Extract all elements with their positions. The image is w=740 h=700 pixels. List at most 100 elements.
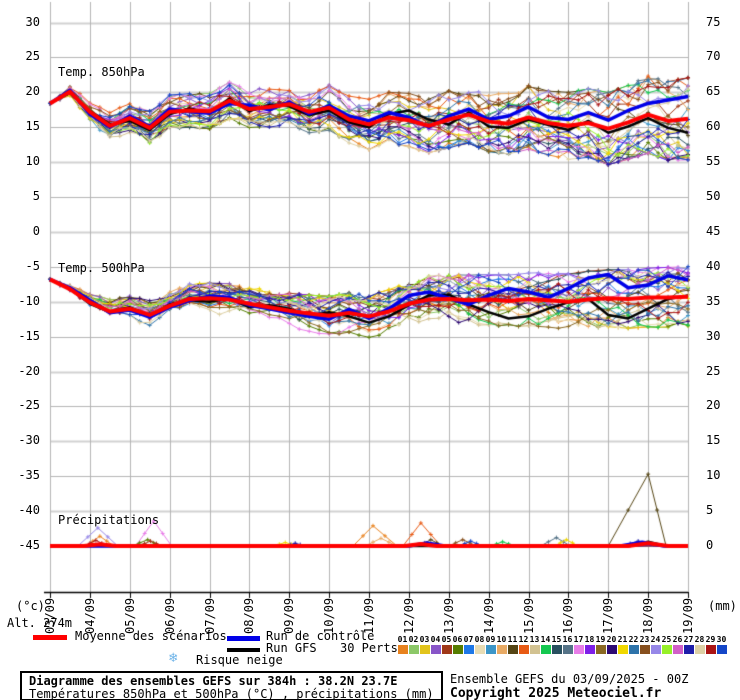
pert-legend-item: 03 xyxy=(419,635,430,654)
pert-legend-item: 25 xyxy=(661,635,672,654)
pert-number: 22 xyxy=(628,635,639,644)
pert-number: 14 xyxy=(540,635,551,644)
y-tick-right: 60 xyxy=(706,119,721,134)
pert-color-swatch xyxy=(661,645,672,654)
pert-legend-item: 19 xyxy=(595,635,606,654)
legend-swatch-control xyxy=(227,636,260,641)
pert-legend-item: 29 xyxy=(705,635,716,654)
legend-swatch-mean xyxy=(33,635,67,640)
y-tick-left: -30 xyxy=(18,433,40,448)
legend-label-gfs: Run GFS xyxy=(266,641,317,655)
pert-legend-item: 08 xyxy=(474,635,485,654)
pert-number: 30 xyxy=(716,635,727,644)
pert-number: 28 xyxy=(694,635,705,644)
pert-number: 08 xyxy=(474,635,485,644)
pert-color-swatch xyxy=(408,645,419,654)
pert-color-swatch xyxy=(617,645,628,654)
y-tick-left: 0 xyxy=(32,223,40,238)
y-tick-right: 10 xyxy=(706,468,721,483)
pert-color-swatch xyxy=(606,645,617,654)
pert-color-swatch xyxy=(463,645,474,654)
pert-number: 18 xyxy=(584,635,595,644)
panel-label-precip: Précipitations xyxy=(58,513,160,527)
panel-label-temp850: Temp. 850hPa xyxy=(58,65,145,79)
pert-legend-item: 06 xyxy=(452,635,463,654)
y-tick-left: -10 xyxy=(18,293,40,308)
y-tick-left: 5 xyxy=(32,189,40,203)
y-tick-left: -20 xyxy=(18,363,40,378)
pert-color-swatch xyxy=(705,645,716,654)
pert-number: 06 xyxy=(452,635,463,644)
pert-color-swatch xyxy=(584,645,595,654)
y-tick-right: 65 xyxy=(706,84,721,99)
pert-legend-item: 27 xyxy=(683,635,694,654)
pert-color-swatch xyxy=(672,645,683,654)
y-tick-right: 40 xyxy=(706,258,721,273)
pert-legend-item: 13 xyxy=(529,635,540,654)
pert-number: 07 xyxy=(463,635,474,644)
y-tick-right: 0 xyxy=(706,538,714,552)
pert-legend-item: 26 xyxy=(672,635,683,654)
y-tick-left: 30 xyxy=(25,14,40,29)
pert-color-swatch xyxy=(474,645,485,654)
legend-swatch-gfs xyxy=(227,648,260,652)
altitude-label: Alt. 274m xyxy=(7,616,73,630)
pert-color-swatch xyxy=(507,645,518,654)
y-axis-unit-right: (mm) xyxy=(708,599,737,613)
pert-color-swatch xyxy=(639,645,650,654)
pert-legend-item: 20 xyxy=(606,635,617,654)
pert-number: 21 xyxy=(617,635,628,644)
pert-color-swatch xyxy=(518,645,529,654)
pert-color-swatch xyxy=(419,645,430,654)
pert-number: 20 xyxy=(606,635,617,644)
y-tick-left: -15 xyxy=(18,328,40,343)
y-tick-right: 5 xyxy=(706,503,714,518)
legend-label-perts: 30 Perts. xyxy=(340,641,406,655)
pert-legend-item: 14 xyxy=(540,635,551,654)
y-tick-right: 35 xyxy=(706,293,721,308)
pert-number: 25 xyxy=(661,635,672,644)
pert-legend-item: 30 xyxy=(716,635,727,654)
pert-number: 23 xyxy=(639,635,650,644)
y-tick-right: 20 xyxy=(706,398,721,413)
pert-legend-item: 10 xyxy=(496,635,507,654)
pert-legend-item: 24 xyxy=(650,635,661,654)
pert-number: 11 xyxy=(507,635,518,644)
pert-number: 29 xyxy=(705,635,716,644)
pert-color-swatch xyxy=(397,645,408,654)
pert-legend-item: 23 xyxy=(639,635,650,654)
pert-legend-item: 17 xyxy=(573,635,584,654)
pert-number: 27 xyxy=(683,635,694,644)
y-tick-left: 20 xyxy=(25,84,40,99)
footer-title-box: Diagramme des ensembles GEFS sur 384h : … xyxy=(20,671,443,700)
y-tick-left: 10 xyxy=(25,154,40,169)
pert-color-swatch xyxy=(694,645,705,654)
y-axis-unit-left: (°c) xyxy=(16,599,45,613)
y-tick-right: 55 xyxy=(706,154,721,169)
pert-legend-item: 01 xyxy=(397,635,408,654)
legend-label-snow: Risque neige xyxy=(196,653,283,667)
pert-color-swatch xyxy=(496,645,507,654)
pert-legend-item: 05 xyxy=(441,635,452,654)
pert-color-swatch xyxy=(562,645,573,654)
pert-number: 24 xyxy=(650,635,661,644)
pert-number: 09 xyxy=(485,635,496,644)
pert-legend-item: 21 xyxy=(617,635,628,654)
pert-legend-item: 02 xyxy=(408,635,419,654)
y-tick-right: 70 xyxy=(706,49,721,64)
pert-number: 05 xyxy=(441,635,452,644)
pert-color-swatch xyxy=(650,645,661,654)
copyright-label: Copyright 2025 Meteociel.fr xyxy=(450,686,662,700)
y-tick-left: -35 xyxy=(18,468,40,483)
legend-label-control: Run de contrôle xyxy=(266,629,375,643)
y-tick-right: 45 xyxy=(706,223,721,238)
pert-legend-item: 28 xyxy=(694,635,705,654)
pert-color-swatch xyxy=(529,645,540,654)
pert-number: 04 xyxy=(430,635,441,644)
pert-color-swatch xyxy=(595,645,606,654)
y-tick-left: -5 xyxy=(25,258,40,273)
y-tick-right: 50 xyxy=(706,189,721,203)
y-tick-left: -40 xyxy=(18,503,40,518)
pert-legend-item: 22 xyxy=(628,635,639,654)
